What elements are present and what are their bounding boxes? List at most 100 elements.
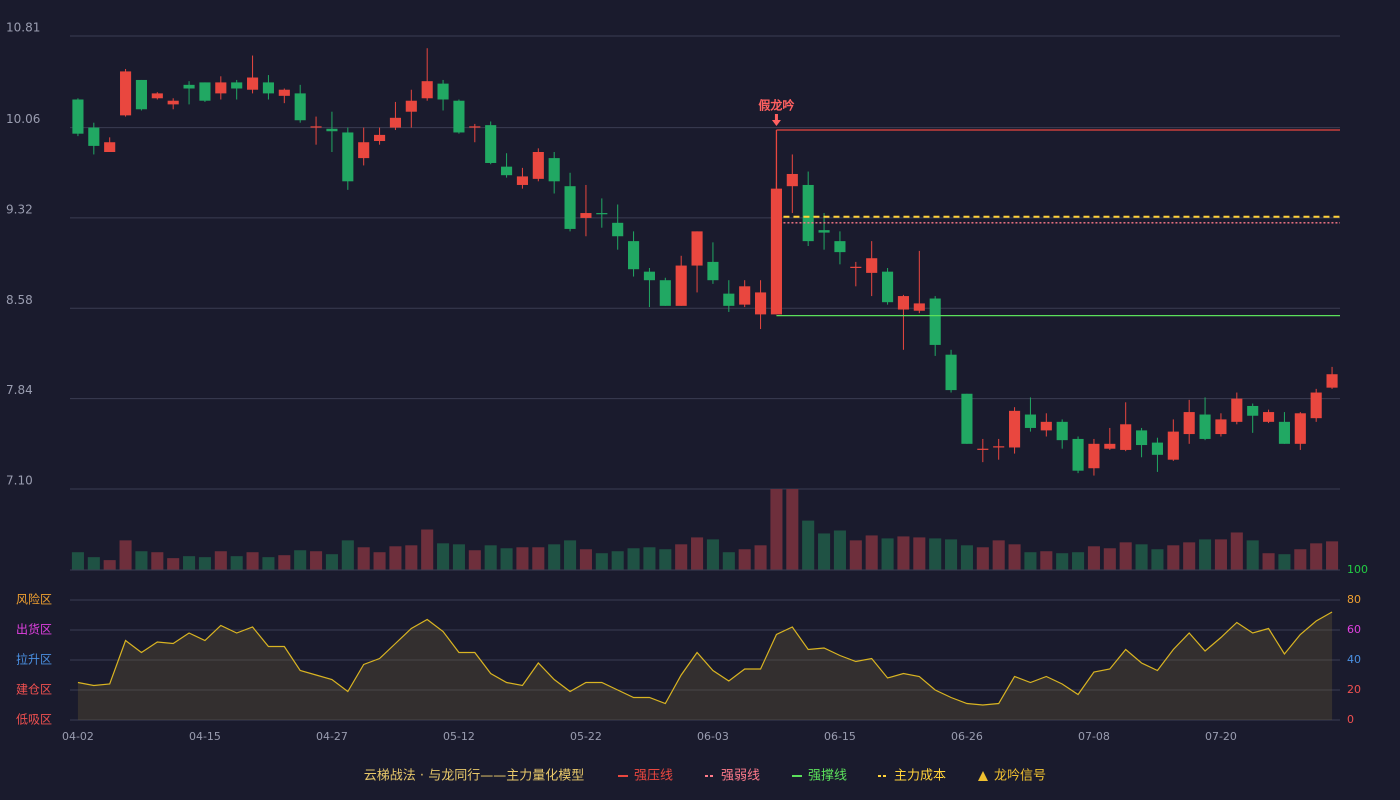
volume-bar [1167, 545, 1180, 570]
volume-bar [1246, 540, 1259, 570]
volume-bar [532, 547, 545, 570]
candle-body [326, 128, 338, 132]
candle-body [675, 265, 687, 306]
zone-label: 风险区 [16, 592, 52, 607]
y-tick-label: 7.84 [6, 383, 33, 397]
candle-body [1294, 413, 1306, 444]
volume-bar [833, 530, 846, 570]
legend-label: 强压线 [634, 769, 673, 784]
volume-bar [1040, 551, 1053, 570]
candle-body [88, 127, 100, 146]
volume-bar [500, 548, 513, 570]
x-tick-label: 05-12 [443, 730, 475, 743]
zone-label: 拉升区 [16, 652, 52, 667]
volume-bar [1294, 549, 1307, 570]
zone-label: 出货区 [16, 622, 52, 637]
volume-bar [675, 544, 688, 570]
candle-body [897, 296, 909, 310]
candle-body [993, 446, 1005, 448]
volume-bar [992, 540, 1005, 570]
candle-body [1278, 421, 1290, 444]
candle-body [1183, 412, 1195, 435]
volume-bar [1262, 553, 1275, 570]
x-tick-label: 07-08 [1078, 730, 1110, 743]
x-tick-label: 07-20 [1205, 730, 1237, 743]
volume-bar [1087, 546, 1100, 570]
candle-body [453, 100, 465, 133]
candle-body [1167, 431, 1179, 460]
y2-tick-label: 40 [1347, 653, 1361, 666]
candle-body [501, 166, 513, 176]
candle-body [469, 126, 481, 128]
volume-bar [865, 535, 878, 570]
volume-bar [389, 546, 402, 570]
candle-body [215, 82, 227, 94]
y2-tick-label: 0 [1347, 713, 1354, 726]
candle-body [310, 126, 322, 128]
volume-bar [262, 557, 275, 570]
candle-body [739, 286, 751, 305]
volume-bar [754, 545, 767, 570]
volume-bar [913, 537, 926, 570]
volume-bar [1151, 549, 1164, 570]
x-tick-label: 06-03 [697, 730, 729, 743]
y2-tick-label: 20 [1347, 683, 1361, 696]
candle-body [1231, 398, 1243, 422]
candle-body [913, 303, 925, 311]
x-tick-label: 06-26 [951, 730, 983, 743]
candle-body [977, 448, 989, 450]
volume-bar [960, 545, 973, 570]
volume-bar [135, 551, 148, 570]
volume-bar [627, 548, 640, 570]
legend-label: 龙吟信号 [994, 768, 1046, 784]
candle-body [516, 176, 528, 185]
candle-body [628, 241, 640, 270]
volume-bar [421, 529, 434, 570]
candle-body [755, 292, 767, 315]
signal-label: 假龙吟 [758, 98, 794, 113]
candle-body [707, 261, 719, 281]
volume-bar [1230, 532, 1243, 570]
volume-bar [1024, 552, 1037, 570]
candle-body [643, 271, 655, 281]
volume-bar [1056, 553, 1069, 570]
volume-bar [230, 556, 243, 570]
candle-body [1263, 412, 1275, 422]
volume-bar [87, 557, 100, 570]
volume-bar [595, 553, 608, 570]
candle-body [929, 298, 941, 345]
zone-label: 低吸区 [16, 713, 52, 727]
candle-body [1072, 438, 1084, 471]
candle-body [612, 222, 624, 237]
volume-bar [786, 489, 799, 570]
candle-body [485, 125, 497, 163]
y2-tick-label: 80 [1347, 593, 1361, 606]
candle-body [199, 82, 211, 101]
candle-body [405, 100, 417, 112]
candle-body [1136, 430, 1148, 446]
volume-bar [976, 547, 989, 570]
volume-bar [246, 552, 259, 570]
volume-bar [802, 520, 815, 570]
candle-body [278, 89, 290, 96]
x-tick-label: 04-27 [316, 730, 348, 743]
y-tick-label: 7.10 [6, 474, 33, 488]
candle-body [1151, 442, 1163, 455]
volume-bar [1326, 541, 1339, 570]
volume-bar [659, 549, 672, 570]
candle-body [802, 184, 814, 242]
candle-body [1009, 410, 1021, 448]
volume-bar [1214, 539, 1227, 570]
candle-body [72, 99, 84, 134]
candle-body [358, 142, 370, 159]
candle-body [786, 173, 798, 187]
candle-body [183, 84, 195, 89]
volume-bar [579, 549, 592, 570]
volume-bar [294, 550, 307, 570]
volume-bar [897, 536, 910, 570]
volume-bar [437, 543, 450, 570]
x-tick-label: 06-15 [824, 730, 856, 743]
legend-title: 云梯战法 · 与龙同行——主力量化模型 [364, 769, 584, 784]
candle-body [342, 132, 354, 182]
volume-bar [1310, 543, 1323, 570]
